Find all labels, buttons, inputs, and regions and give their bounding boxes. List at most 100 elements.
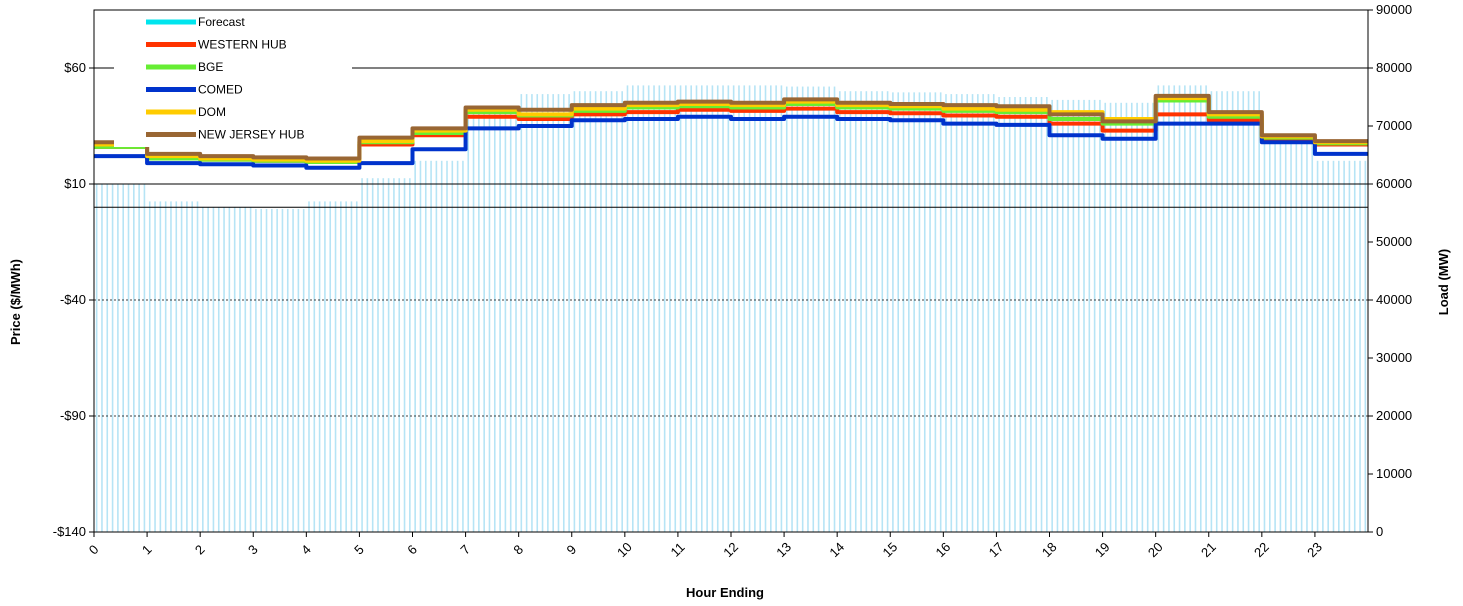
forecast-bar-17-8	[1040, 97, 1043, 532]
forecast-bar-12-5	[759, 85, 761, 533]
forecast-bar-6-4	[435, 160, 438, 533]
forecast-bar-7-9	[515, 108, 517, 532]
x-tick-label-7: 7	[457, 542, 473, 558]
forecast-bar-11-9	[727, 85, 730, 533]
forecast-bar-21-3	[1226, 91, 1229, 532]
forecast-bar-16-1	[950, 94, 953, 532]
x-tick-label-17: 17	[986, 539, 1007, 560]
x-tick-label-16: 16	[933, 539, 954, 560]
forecast-bar-6-1	[419, 160, 422, 533]
forecast-bar-3-6	[286, 208, 289, 532]
forecast-bar-9-2	[584, 91, 586, 532]
forecast-bar-15-8	[934, 92, 937, 533]
forecast-bar-22-2	[1274, 137, 1276, 532]
forecast-bar-6-2	[424, 160, 427, 533]
forecast-bar-14-2	[849, 91, 852, 532]
y-left-tick-label-3: -$90	[60, 408, 86, 423]
forecast-bar-15-6	[923, 92, 926, 533]
forecast-bar-23-5	[1343, 160, 1345, 533]
forecast-bar-18-1	[1056, 99, 1059, 533]
forecast-bar-23-7	[1353, 160, 1356, 533]
y-left-tick-label-1: $10	[64, 176, 86, 191]
forecast-bar-22-8	[1306, 137, 1308, 532]
forecast-bar-1-8	[191, 201, 194, 532]
forecast-bar-1-0	[148, 201, 151, 532]
forecast-bar-13-0	[785, 86, 788, 532]
forecast-bar-4-3	[324, 201, 326, 532]
forecast-bar-1-7	[186, 201, 188, 532]
x-tick-label-10: 10	[614, 539, 635, 560]
forecast-bar-18-6	[1083, 99, 1085, 533]
forecast-bar-0-5	[122, 184, 124, 532]
forecast-bar-5-6	[393, 178, 395, 532]
forecast-bar-5-8	[403, 178, 406, 532]
forecast-bar-13-2	[796, 86, 799, 532]
forecast-bar-21-4	[1231, 91, 1234, 532]
forecast-bar-11-7	[716, 85, 719, 533]
forecast-bar-19-0	[1104, 102, 1107, 533]
forecast-bar-12-1	[738, 85, 740, 533]
x-tick-label-11: 11	[667, 540, 687, 560]
x-axis-title: Hour Ending	[686, 585, 764, 600]
forecast-bar-17-0	[998, 97, 1000, 532]
forecast-bar-4-7	[345, 201, 347, 532]
forecast-bar-20-0	[1157, 85, 1160, 533]
forecast-bar-2-7	[239, 207, 241, 532]
forecast-bar-10-5	[653, 85, 655, 533]
forecast-bar-17-3	[1014, 97, 1016, 532]
x-tick-label-13: 13	[773, 539, 794, 560]
forecast-bar-13-5	[812, 86, 815, 532]
forecast-bar-10-6	[658, 85, 661, 533]
forecast-bar-4-8	[350, 201, 353, 532]
legend-label-2: BGE	[198, 60, 223, 74]
forecast-bar-12-9	[780, 85, 783, 533]
forecast-bar-19-6	[1136, 102, 1138, 533]
forecast-bar-19-4	[1125, 102, 1128, 533]
forecast-bar-5-3	[377, 178, 379, 532]
y-axis-right-title: Load (MW)	[1436, 249, 1451, 315]
forecast-bar-0-6	[127, 184, 130, 532]
forecast-bar-12-4	[754, 85, 756, 533]
forecast-bar-3-0	[255, 208, 257, 532]
forecast-bar-22-0	[1263, 137, 1266, 532]
forecast-bar-23-9	[1364, 160, 1367, 533]
forecast-bar-12-8	[775, 85, 777, 533]
forecast-bar-12-0	[732, 85, 735, 533]
gridlines	[94, 67, 1368, 417]
y-right-tick-label-5: 40000	[1376, 292, 1412, 307]
x-tick-label-1: 1	[139, 542, 155, 558]
forecast-bar-14-9	[886, 91, 889, 532]
forecast-bar-20-8	[1199, 85, 1202, 533]
forecast-bar-22-5	[1290, 137, 1292, 532]
forecast-bar-15-1	[897, 92, 900, 533]
x-tick-label-12: 12	[720, 539, 741, 560]
x-tick-label-8: 8	[510, 542, 526, 558]
forecast-bar-3-9	[302, 208, 305, 532]
x-tick-label-6: 6	[404, 542, 420, 558]
forecast-bar-3-5	[281, 208, 284, 532]
forecast-bar-16-3	[961, 94, 963, 532]
forecast-bar-17-6	[1030, 97, 1032, 532]
forecast-bar-23-4	[1338, 160, 1340, 533]
forecast-bar-8-7	[557, 94, 560, 532]
forecast-bar-23-2	[1327, 160, 1329, 533]
forecast-bar-6-6	[446, 160, 448, 533]
forecast-bar-20-3	[1173, 85, 1176, 533]
forecast-bar-22-6	[1295, 137, 1298, 532]
forecast-bar-11-6	[711, 85, 714, 533]
forecast-bar-9-3	[589, 91, 592, 532]
forecast-bar-12-2	[743, 85, 746, 533]
forecast-bar-15-2	[902, 92, 905, 533]
y-axis-left-title: Price ($/MWh)	[8, 259, 23, 345]
forecast-bar-10-1	[631, 85, 634, 533]
forecast-bar-0-9	[143, 184, 146, 532]
forecast-bar-14-6	[870, 91, 873, 532]
forecast-bar-22-4	[1284, 137, 1287, 532]
y-right-tick-label-8: 10000	[1376, 466, 1412, 481]
forecast-bar-14-1	[844, 91, 846, 532]
forecast-bar-5-2	[371, 178, 374, 532]
forecast-bar-16-2	[955, 94, 958, 532]
forecast-bar-16-8	[987, 94, 990, 532]
forecast-bar-10-9	[674, 85, 677, 533]
forecast-bar-4-1	[313, 201, 316, 532]
